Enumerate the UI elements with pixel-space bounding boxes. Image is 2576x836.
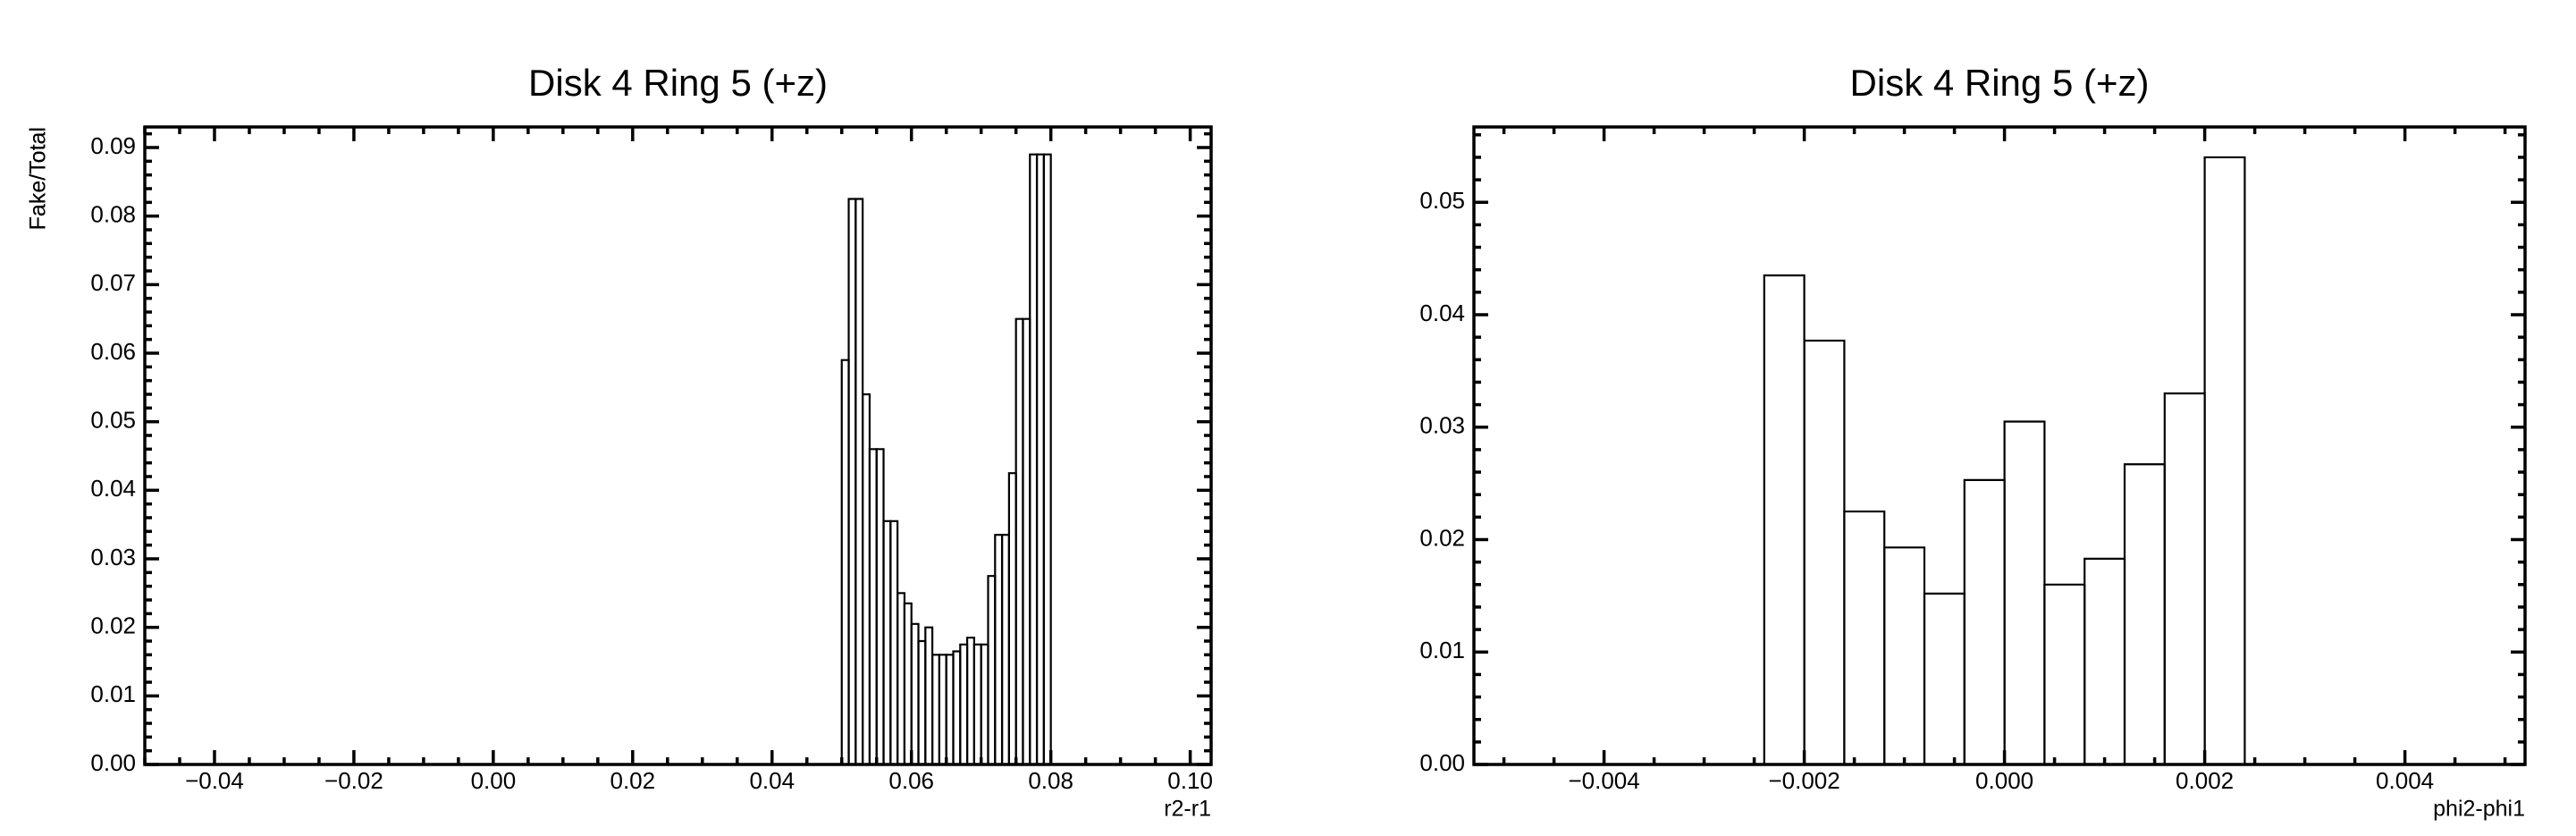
histogram-bin [994, 534, 1004, 764]
y-tick-label: 0.04 [1419, 300, 1465, 326]
histogram-bin [952, 650, 962, 764]
y-tick-label: 0.04 [90, 475, 136, 502]
histogram-bin [945, 654, 955, 764]
x-tick-label: −0.004 [1568, 767, 1639, 794]
x-axis-label: phi2-phi1 [2433, 797, 2525, 822]
histogram-bin [1843, 510, 1886, 764]
plot-frame [143, 125, 1213, 766]
y-tick-label: 0.07 [90, 269, 136, 296]
x-axis-label: r2-r1 [1164, 797, 1211, 822]
x-tick-label: 0.02 [610, 767, 656, 794]
x-tick-label: 0.004 [2376, 767, 2434, 794]
histogram-bin [987, 575, 997, 764]
histogram-bin [931, 654, 940, 764]
y-tick-label: 0.03 [1419, 412, 1465, 439]
histogram-bin [868, 448, 878, 764]
chart-title: Disk 4 Ring 5 (+z) [528, 62, 828, 104]
histogram-bin [972, 643, 982, 764]
histogram-bin [980, 643, 989, 764]
histogram-bin [862, 393, 871, 764]
histogram-bin [2163, 392, 2206, 764]
y-tick-label: 0.08 [90, 201, 136, 228]
histogram-bin [1007, 472, 1017, 764]
x-tick-label: 0.000 [1975, 767, 2033, 794]
y-tick-label: 0.02 [1419, 524, 1465, 551]
histogram-bin [1763, 274, 1806, 764]
histogram-bin [889, 519, 899, 764]
histogram-bin [847, 198, 857, 764]
histogram-bin [924, 626, 934, 764]
histogram-bin [1963, 478, 2006, 764]
x-tick-label: 0.08 [1028, 767, 1073, 794]
y-tick-label: 0.03 [90, 544, 136, 570]
histogram-bin [2003, 420, 2046, 764]
x-tick-label: −0.02 [324, 767, 383, 794]
histogram-bin [903, 602, 913, 764]
histogram-bin [1022, 317, 1031, 764]
histogram-bin [965, 637, 975, 764]
histogram-bin [917, 639, 927, 764]
y-tick-label: 0.05 [1419, 187, 1465, 214]
histogram-bin [938, 654, 947, 764]
y-tick-label: 0.00 [90, 749, 136, 776]
histogram-bin [1014, 317, 1024, 764]
y-axis-label: Fake/Total [26, 127, 51, 230]
histogram-bin [1000, 534, 1010, 764]
y-tick-label: 0.05 [90, 407, 136, 434]
histogram-bin [897, 592, 906, 764]
histogram-bin [1923, 592, 1966, 764]
histogram-bin [854, 198, 864, 764]
histogram-bin [2123, 463, 2166, 764]
x-tick-label: −0.002 [1768, 767, 1839, 794]
x-tick-label: 0.10 [1167, 767, 1213, 794]
plot-frame [1472, 125, 2527, 766]
x-tick-label: −0.04 [185, 767, 244, 794]
y-tick-label: 0.09 [90, 132, 136, 159]
chart-title: Disk 4 Ring 5 (+z) [1850, 62, 2150, 104]
histogram-bin [1035, 153, 1045, 764]
y-tick-label: 0.01 [1419, 637, 1465, 663]
y-tick-label: 0.00 [1419, 749, 1465, 776]
histogram-bin [1029, 153, 1039, 764]
histogram-bin [882, 519, 892, 764]
histogram-bin [2084, 557, 2126, 764]
x-tick-label: 0.002 [2176, 767, 2234, 794]
y-axis-label: Fake/Total [26, 127, 51, 230]
histogram-bin [2043, 583, 2086, 764]
y-tick-label: 0.02 [90, 612, 136, 639]
x-tick-label: 0.00 [471, 767, 517, 794]
histogram-bin [2203, 156, 2246, 764]
y-tick-label: 0.01 [90, 680, 136, 707]
histogram-bin [1803, 339, 1846, 764]
histogram-bin [959, 643, 969, 764]
x-tick-label: 0.06 [888, 767, 934, 794]
x-tick-label: 0.04 [749, 767, 795, 794]
histogram-bin [910, 622, 920, 764]
histogram-bin [840, 359, 850, 764]
histogram-bin [1883, 546, 1926, 764]
histogram-bin [1042, 153, 1052, 764]
histogram-bin [875, 448, 885, 764]
y-tick-label: 0.06 [90, 338, 136, 365]
